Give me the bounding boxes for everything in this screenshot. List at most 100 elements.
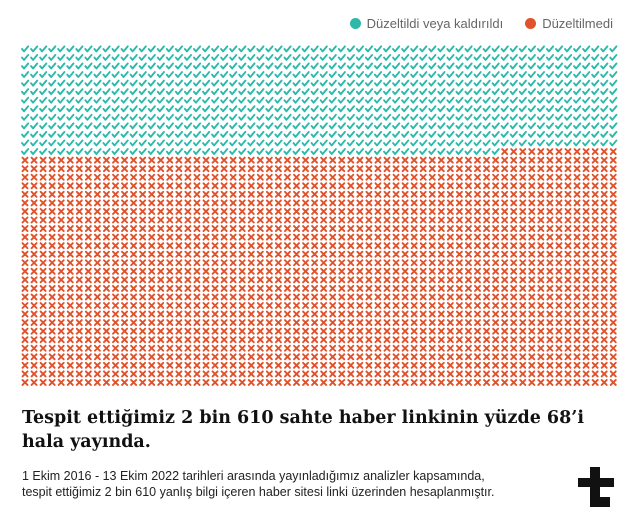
cross-icon — [537, 310, 545, 318]
checkmark-icon — [401, 130, 410, 138]
cross-icon — [528, 148, 536, 156]
checkmark-icon — [337, 139, 346, 147]
checkmark-icon — [229, 96, 238, 104]
cross-icon — [57, 284, 65, 292]
checkmark-icon — [220, 79, 229, 87]
cross-icon — [175, 267, 183, 275]
cross-icon — [293, 319, 300, 327]
checkmark-icon — [247, 105, 256, 113]
checkmark-icon — [274, 139, 283, 147]
cross-icon — [338, 284, 346, 292]
cross-icon — [446, 199, 454, 207]
checkmark-icon — [183, 105, 193, 113]
cross-icon — [57, 225, 65, 232]
checkmark-icon — [573, 54, 582, 61]
cross-icon — [455, 353, 463, 361]
checkmark-icon — [66, 79, 75, 87]
checkmark-icon — [509, 105, 518, 113]
cross-icon — [103, 302, 110, 309]
cross-icon — [582, 242, 590, 250]
cross-icon — [21, 353, 29, 361]
checkmark-icon — [30, 45, 39, 53]
cross-icon — [410, 353, 418, 361]
cross-icon — [265, 319, 273, 327]
cross-icon — [401, 173, 409, 181]
cross-icon — [121, 310, 128, 318]
cross-icon — [564, 267, 572, 275]
cross-icon — [392, 216, 400, 224]
cross-icon — [347, 379, 355, 386]
cross-icon — [428, 225, 436, 232]
cross-icon — [591, 225, 599, 232]
checkmark-icon — [247, 96, 256, 104]
cross-icon — [383, 276, 391, 284]
cross-icon — [39, 182, 47, 190]
cross-icon — [57, 165, 65, 173]
cross-icon — [238, 216, 246, 224]
cross-icon — [193, 344, 201, 352]
cross-icon — [455, 336, 463, 344]
cross-icon — [564, 216, 572, 224]
cross-icon — [437, 233, 445, 241]
cross-icon — [474, 336, 481, 344]
cross-icon — [103, 353, 110, 361]
cross-icon — [528, 361, 536, 369]
cross-icon — [446, 216, 454, 224]
checkmark-icon — [473, 45, 482, 53]
cross-icon — [84, 327, 92, 335]
cross-icon — [311, 199, 319, 207]
cross-icon — [57, 216, 65, 224]
cross-icon — [211, 336, 219, 344]
checkmark-icon — [57, 113, 66, 121]
checkmark-icon — [573, 62, 582, 70]
checkmark-icon — [102, 54, 111, 61]
cross-icon — [401, 344, 409, 352]
cross-icon — [455, 156, 463, 164]
cross-icon — [256, 233, 264, 241]
cross-icon — [193, 173, 201, 181]
cross-icon — [392, 233, 400, 241]
checkmark-icon — [21, 148, 30, 155]
cross-icon — [48, 361, 56, 369]
checkmark-icon — [147, 139, 156, 147]
cross-icon — [474, 293, 481, 301]
cross-icon — [492, 319, 500, 327]
cross-icon — [573, 276, 581, 284]
cross-icon — [401, 293, 409, 301]
checkmark-icon — [573, 79, 582, 87]
cross-icon — [474, 370, 481, 378]
checkmark-icon — [337, 96, 346, 104]
cross-icon — [112, 284, 119, 292]
cross-icon — [30, 276, 38, 284]
cross-icon — [582, 267, 590, 275]
cross-icon — [401, 267, 409, 275]
cross-icon — [392, 173, 400, 181]
checkmark-icon — [93, 62, 102, 70]
checkmark-icon — [238, 113, 247, 121]
cross-icon — [591, 190, 599, 198]
cross-icon — [338, 344, 346, 352]
checkmark-icon — [102, 71, 111, 78]
cross-icon — [320, 267, 328, 275]
checkmark-icon — [591, 96, 600, 104]
checkmark-icon — [446, 139, 455, 147]
cross-icon — [446, 182, 454, 190]
cross-icon — [419, 336, 427, 344]
cross-icon — [609, 173, 617, 181]
cross-icon — [103, 336, 110, 344]
cross-icon — [501, 344, 509, 352]
cross-icon — [247, 344, 255, 352]
checkmark-icon — [455, 148, 464, 155]
cross-icon — [66, 284, 74, 292]
checkmark-icon — [111, 105, 120, 113]
cross-icon — [148, 276, 156, 284]
cross-icon — [211, 310, 219, 318]
checkmark-icon — [111, 148, 120, 155]
cross-icon — [274, 242, 282, 250]
checkmark-icon — [374, 139, 383, 147]
cross-icon — [582, 156, 590, 164]
cross-icon — [600, 276, 608, 284]
checkmark-icon — [129, 130, 138, 138]
cross-icon — [84, 165, 92, 173]
cross-icon — [265, 327, 273, 335]
